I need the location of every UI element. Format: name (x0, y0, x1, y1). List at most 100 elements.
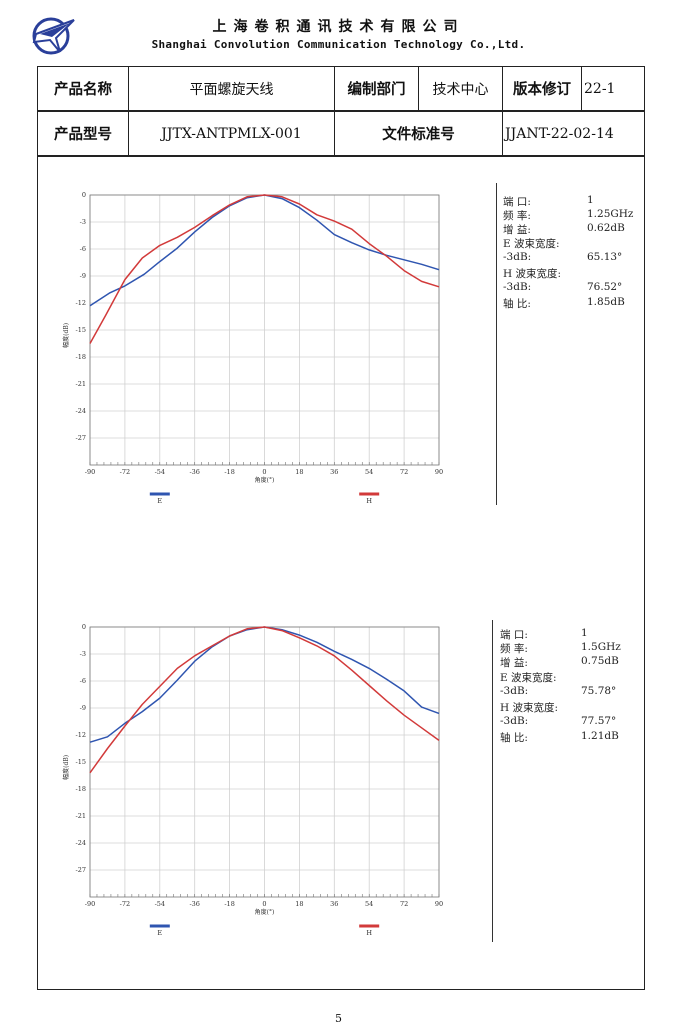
e-beamwidth-label: E 波束宽度: (500, 672, 557, 684)
x-tick-label: 90 (435, 900, 443, 908)
h-beamwidth-label: H 波束宽度: (503, 268, 562, 280)
y-tick-label: -12 (76, 731, 86, 739)
x-tick-label: -36 (189, 900, 199, 908)
doc-no-value: JJANT-22-02-14 (505, 125, 614, 142)
y-tick-label: -18 (76, 353, 86, 361)
legend-label-H: H (366, 497, 372, 505)
table-divider (581, 66, 582, 111)
table-divider (334, 66, 335, 156)
y-tick-label: 0 (82, 623, 86, 631)
chart-2-info: 端 口: 1 频 率: 1.5GHz 增 益: 0.75dB E 波束宽度: -… (500, 627, 630, 747)
radiation-pattern-chart-1: -90 -72 -54 -36 -18 0 18 36 54 72 90 0 -3 -6 -9 -12 -15 -… (62, 191, 443, 505)
x-axis-label: 角度(°) (255, 476, 275, 484)
gain-value: 0.62dB (587, 222, 625, 234)
legend-label-H: H (366, 929, 372, 937)
freq-value: 1.25GHz (587, 208, 634, 220)
y-axis-label: 幅度(dB) (62, 755, 70, 780)
freq-label: 频 率: (503, 210, 531, 222)
freq-label: 频 率: (500, 643, 528, 655)
x-tick-label: -90 (85, 900, 95, 908)
port-value: 1 (581, 627, 588, 639)
table-divider (128, 66, 129, 156)
chart-1-info: 端 口: 1 频 率: 1.25GHz 增 益: 0.62dB E 波束宽度: … (503, 194, 633, 314)
freq-value: 1.5GHz (581, 641, 621, 653)
y-tick-label: -15 (76, 326, 86, 334)
revision-value: 22-1 (584, 80, 616, 97)
h-beamwidth-label: H 波束宽度: (500, 702, 559, 714)
y-tick-label: -9 (80, 704, 86, 712)
chart-separator (496, 183, 497, 505)
table-divider (37, 110, 645, 112)
axial-ratio-value: 1.85dB (587, 296, 625, 308)
port-value: 1 (587, 194, 594, 206)
company-name-cn: 上海卷积通讯技术有限公司 (212, 19, 465, 35)
x-tick-label: 36 (330, 900, 338, 908)
e-3db-label: -3dB: (503, 251, 532, 263)
gain-label: 增 益: (503, 224, 531, 236)
table-divider (418, 66, 419, 111)
series-line-H (89, 194, 440, 344)
gain-label: 增 益: (500, 657, 528, 669)
x-tick-label: 54 (365, 468, 373, 476)
port-label: 端 口: (503, 196, 531, 208)
y-tick-label: -27 (76, 866, 86, 874)
product-name-label: 产品名称 (54, 82, 112, 98)
company-name-en: Shanghai Convolution Communication Techn… (151, 38, 526, 51)
page-number: 5 (335, 1012, 342, 1025)
company-logo (32, 17, 75, 55)
x-tick-label: 54 (365, 900, 373, 908)
y-tick-label: -15 (76, 758, 86, 766)
x-tick-label: 72 (400, 900, 408, 908)
x-tick-label: -72 (120, 900, 130, 908)
e-3db-label: -3dB: (500, 685, 529, 697)
x-tick-label: 90 (435, 468, 443, 476)
revision-label: 版本修订 (513, 82, 571, 98)
y-tick-label: -18 (76, 785, 86, 793)
x-tick-label: 72 (400, 468, 408, 476)
product-name-value: 平面螺旋天线 (189, 81, 274, 98)
dept-label: 编制部门 (347, 82, 406, 98)
x-tick-label: -54 (155, 468, 165, 476)
y-tick-label: -3 (80, 218, 86, 226)
chart-separator (492, 620, 493, 942)
x-tick-label: -72 (120, 468, 130, 476)
x-axis-label: 角度(°) (255, 908, 275, 916)
x-tick-label: 0 (262, 900, 266, 908)
axial-ratio-value: 1.21dB (581, 730, 619, 742)
h-3db-value: 76.52° (587, 281, 623, 293)
table-divider (37, 155, 645, 157)
x-tick-label: 36 (330, 468, 338, 476)
y-tick-label: -6 (80, 245, 86, 253)
doc-no-label: 文件标准号 (382, 127, 455, 143)
x-tick-label: 0 (262, 468, 266, 476)
model-value: JJTX-ANTPMLX-001 (161, 125, 302, 142)
h-3db-label: -3dB: (500, 715, 529, 727)
axial-ratio-label: 轴 比: (500, 732, 528, 744)
y-tick-label: -9 (80, 272, 86, 280)
document-frame (37, 66, 645, 990)
x-tick-label: -90 (85, 468, 95, 476)
x-tick-label: 18 (295, 468, 303, 476)
axial-ratio-label: 轴 比: (503, 298, 531, 310)
y-tick-label: -21 (76, 380, 86, 388)
e-3db-value: 65.13° (587, 251, 623, 263)
radiation-pattern-chart-2: -90 -72 -54 -36 -18 0 18 36 54 72 90 0 -3 -6 -9 -12 -15 -… (62, 623, 443, 937)
h-3db-value: 77.57° (581, 715, 617, 727)
legend-label-E: E (157, 929, 162, 937)
h-3db-label: -3dB: (503, 281, 532, 293)
x-tick-label: 18 (295, 900, 303, 908)
y-axis-label: 幅度(dB) (62, 323, 70, 348)
y-tick-label: -21 (76, 812, 86, 820)
y-tick-label: -24 (76, 839, 86, 847)
x-tick-label: -36 (189, 468, 199, 476)
series-line-H (89, 626, 440, 774)
table-divider (502, 66, 503, 156)
e-3db-value: 75.78° (581, 685, 617, 697)
dept-value: 技术中心 (432, 81, 489, 98)
legend-label-E: E (157, 497, 162, 505)
y-tick-label: -27 (76, 434, 86, 442)
y-tick-label: -24 (76, 407, 86, 415)
x-tick-label: -18 (224, 900, 234, 908)
port-label: 端 口: (500, 629, 528, 641)
y-tick-label: -3 (80, 650, 86, 658)
